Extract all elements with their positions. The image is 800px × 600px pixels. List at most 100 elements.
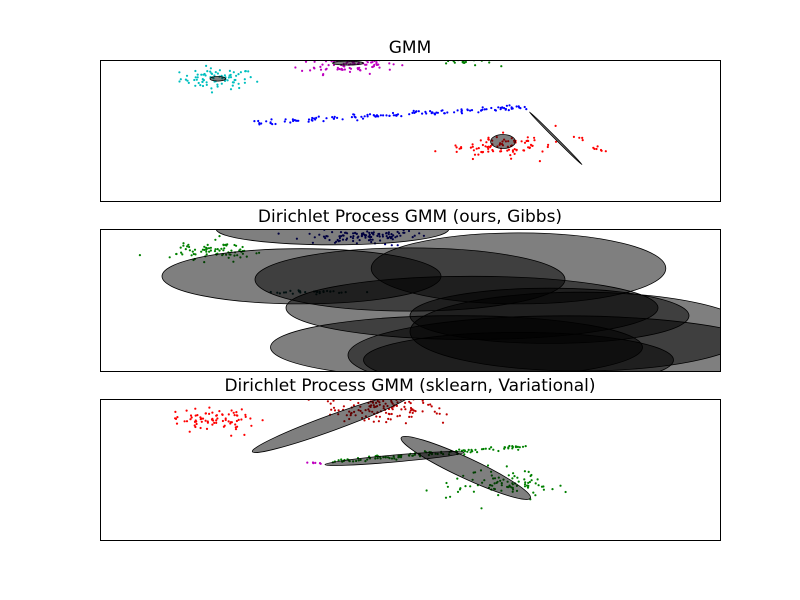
data-point-series-4 bbox=[534, 494, 537, 497]
data-point-series-2 bbox=[470, 448, 473, 451]
data-point-series-4 bbox=[527, 146, 530, 149]
data-point-series-3 bbox=[421, 112, 424, 115]
data-point-series-1 bbox=[343, 68, 346, 71]
data-point-series-1 bbox=[384, 243, 387, 246]
data-point-series-0 bbox=[227, 76, 230, 79]
data-point-series-0 bbox=[194, 253, 197, 256]
data-point-series-0 bbox=[186, 245, 189, 248]
data-point-series-0 bbox=[236, 414, 239, 417]
data-point-series-3 bbox=[360, 115, 363, 118]
data-point-series-1 bbox=[377, 63, 380, 66]
data-point-series-0 bbox=[179, 78, 182, 81]
data-point-series-0 bbox=[214, 248, 217, 251]
data-point-series-0 bbox=[193, 424, 196, 427]
data-point-series-3 bbox=[363, 115, 366, 118]
data-point-series-0 bbox=[178, 71, 181, 74]
data-point-series-4 bbox=[523, 483, 527, 486]
data-point-series-0 bbox=[240, 418, 243, 421]
data-point-series-3 bbox=[310, 118, 313, 122]
data-point-series-0 bbox=[188, 245, 191, 249]
data-point-series-3 bbox=[317, 115, 320, 118]
data-point-series-3 bbox=[375, 115, 378, 118]
data-point-series-3 bbox=[395, 114, 398, 117]
data-point-series-1 bbox=[337, 409, 340, 412]
data-point-series-2 bbox=[463, 450, 466, 453]
data-point-series-0 bbox=[229, 422, 232, 425]
data-point-series-0 bbox=[214, 238, 217, 241]
data-point-series-0 bbox=[181, 253, 184, 256]
data-point-series-0 bbox=[174, 417, 177, 420]
data-point-series-4 bbox=[511, 477, 514, 480]
data-point-series-0 bbox=[230, 409, 233, 412]
data-point-series-1 bbox=[388, 68, 391, 71]
data-point-series-1 bbox=[445, 413, 448, 416]
data-point-series-4 bbox=[464, 485, 467, 488]
data-point-series-3 bbox=[519, 107, 522, 110]
data-point-series-5 bbox=[599, 148, 603, 152]
covariance-ellipse bbox=[332, 60, 364, 66]
data-point-series-0 bbox=[215, 421, 218, 424]
data-point-series-3 bbox=[306, 461, 309, 464]
data-point-series-0 bbox=[237, 418, 240, 421]
data-point-series-1 bbox=[411, 408, 414, 411]
data-point-series-4 bbox=[485, 141, 488, 144]
data-point-series-4 bbox=[469, 485, 472, 488]
data-point-series-2 bbox=[461, 449, 464, 452]
data-point-series-4 bbox=[512, 472, 515, 475]
data-point-series-4 bbox=[509, 154, 512, 157]
data-point-series-0 bbox=[199, 426, 202, 430]
data-point-series-0 bbox=[232, 71, 235, 74]
data-point-series-4 bbox=[471, 143, 474, 146]
data-point-series-4 bbox=[475, 147, 478, 150]
data-point-series-4 bbox=[530, 473, 533, 477]
data-point-series-1 bbox=[438, 412, 441, 415]
data-point-series-0 bbox=[197, 81, 200, 85]
data-point-series-1 bbox=[367, 417, 370, 420]
data-point-series-0 bbox=[216, 85, 219, 88]
data-point-series-0 bbox=[209, 249, 212, 252]
data-point-series-3 bbox=[356, 119, 359, 122]
data-point-series-4 bbox=[526, 486, 530, 489]
data-point-series-4 bbox=[497, 494, 500, 497]
data-point-series-4 bbox=[477, 153, 480, 156]
data-point-series-3 bbox=[315, 116, 318, 119]
data-point-series-1 bbox=[404, 408, 407, 411]
data-point-series-4 bbox=[425, 489, 428, 492]
data-point-series-0 bbox=[205, 64, 208, 67]
data-point-series-1 bbox=[364, 63, 367, 66]
data-point-series-3 bbox=[443, 112, 446, 115]
data-point-series-1 bbox=[313, 60, 316, 63]
data-point-series-3 bbox=[510, 107, 513, 110]
data-point-series-0 bbox=[205, 81, 208, 84]
data-point-series-3 bbox=[470, 109, 474, 112]
data-point-series-2 bbox=[500, 65, 503, 68]
data-point-series-0 bbox=[201, 84, 205, 88]
data-point-series-0 bbox=[208, 412, 211, 415]
data-point-series-0 bbox=[247, 70, 250, 73]
data-point-series-3 bbox=[269, 121, 272, 124]
data-point-series-0 bbox=[204, 412, 207, 415]
data-point-series-0 bbox=[236, 425, 239, 428]
data-point-series-3 bbox=[322, 120, 325, 123]
data-point-series-0 bbox=[188, 430, 191, 433]
data-point-series-0 bbox=[213, 250, 217, 253]
data-point-series-0 bbox=[208, 250, 211, 253]
data-point-series-0 bbox=[216, 72, 219, 75]
data-point-series-2 bbox=[492, 448, 495, 451]
panel-title-dpgmm-variational: Dirichlet Process GMM (sklearn, Variatio… bbox=[224, 376, 595, 396]
data-point-series-2 bbox=[514, 446, 518, 449]
data-point-series-3 bbox=[503, 107, 506, 110]
data-point-series-0 bbox=[223, 247, 226, 250]
data-point-series-3 bbox=[414, 110, 417, 113]
data-point-series-1 bbox=[430, 405, 433, 408]
data-point-series-0 bbox=[187, 243, 190, 246]
data-point-series-0 bbox=[190, 416, 193, 419]
data-point-series-0 bbox=[200, 420, 203, 423]
data-point-series-1 bbox=[387, 417, 390, 420]
data-point-series-4 bbox=[529, 143, 533, 146]
data-point-series-4 bbox=[542, 488, 545, 491]
data-point-series-1 bbox=[395, 404, 398, 407]
data-point-series-0 bbox=[230, 434, 233, 437]
data-point-series-1 bbox=[364, 67, 367, 70]
panel-title-dpgmm-gibbs: Dirichlet Process GMM (ours, Gibbs) bbox=[258, 207, 562, 227]
